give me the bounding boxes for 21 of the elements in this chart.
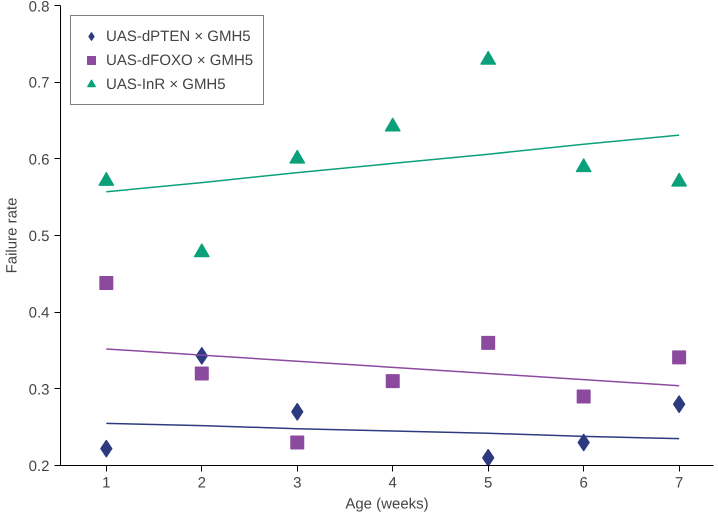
- x-tick-label: 1: [102, 474, 110, 492]
- x-tick-label: 4: [388, 474, 397, 492]
- x-tick-label: 5: [484, 474, 492, 492]
- x-tick-label: 2: [198, 474, 206, 492]
- y-tick-label: 0.2: [28, 458, 50, 475]
- x-tick-label: 3: [293, 474, 302, 492]
- legend-label: UAS-dPTEN × GMH5: [106, 28, 251, 44]
- x-tick-label: 6: [579, 474, 588, 492]
- y-tick-label: 0.6: [28, 151, 50, 168]
- x-axis-title: Age (weeks): [345, 496, 429, 512]
- y-tick-label: 0.3: [28, 381, 50, 398]
- y-tick-label: 0.4: [28, 304, 50, 322]
- x-tick-label: 7: [674, 474, 684, 492]
- y-tick-label: 0.7: [28, 74, 50, 92]
- legend-label: UAS-InR × GMH5: [106, 76, 226, 92]
- legend-label: UAS-dFOXO × GMH5: [106, 52, 254, 68]
- y-axis-title: Failure rate: [4, 198, 21, 274]
- y-tick-label: 0.8: [28, 0, 50, 16]
- line-series: [106, 348, 680, 387]
- line-series: [106, 134, 680, 193]
- y-tick-label: 0.5: [28, 228, 50, 245]
